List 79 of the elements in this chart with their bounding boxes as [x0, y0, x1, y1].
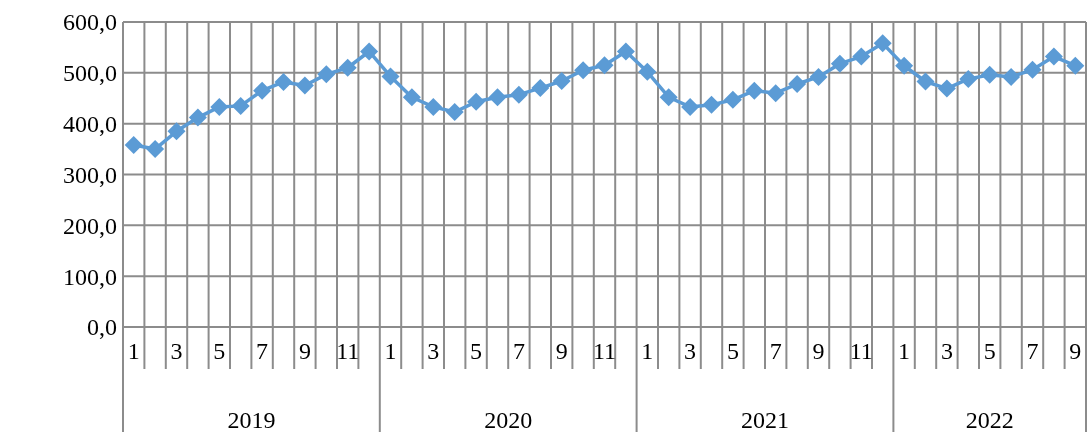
point	[916, 72, 935, 91]
point	[295, 76, 314, 95]
point	[702, 95, 721, 114]
point	[552, 71, 571, 90]
x-tick-label: 9	[298, 338, 311, 364]
x-tick-label: 3	[170, 338, 183, 364]
point	[467, 92, 486, 111]
point	[659, 88, 678, 107]
point	[253, 81, 272, 100]
x-tick-label: 3	[940, 338, 953, 364]
point	[723, 90, 742, 109]
y-tick-label: 0,0	[87, 314, 117, 341]
point	[1066, 56, 1085, 75]
point	[574, 61, 593, 80]
point	[766, 84, 785, 103]
x-tick-label: 1	[127, 338, 140, 364]
point	[852, 47, 871, 66]
text: 2021	[741, 407, 789, 432]
point	[402, 88, 421, 107]
y-tick-label: 300,0	[63, 161, 117, 188]
point	[788, 75, 807, 94]
point	[188, 108, 207, 127]
point	[745, 81, 764, 100]
point	[167, 122, 186, 141]
text: 2020	[484, 407, 533, 432]
point	[638, 62, 657, 81]
point	[381, 67, 400, 86]
point	[531, 79, 550, 98]
point	[595, 56, 614, 75]
x-tick-label: 7	[769, 338, 782, 364]
y-tick-label: 500,0	[63, 60, 117, 87]
point	[1002, 67, 1021, 86]
x-tick-label: 1	[641, 338, 654, 364]
y-tick-label: 600,0	[63, 9, 117, 36]
point	[424, 97, 443, 116]
point	[830, 54, 849, 73]
text: 2019	[227, 407, 276, 432]
x-tick-label: 5	[726, 338, 739, 364]
x-tick-label: 9	[555, 338, 568, 364]
x-tick-label: 11	[336, 338, 360, 364]
point	[873, 34, 892, 53]
point	[274, 72, 293, 91]
point	[937, 79, 956, 98]
x-tick-label: 11	[849, 338, 873, 364]
point	[445, 102, 464, 121]
text: 2022	[965, 407, 1014, 432]
point	[980, 65, 999, 84]
x-tick-label: 5	[470, 338, 483, 364]
x-tick-label: 3	[684, 338, 697, 364]
point	[616, 42, 635, 61]
x-tick-label: 5	[983, 338, 996, 364]
point	[231, 96, 250, 115]
point	[488, 88, 507, 107]
x-tick-label: 7	[256, 338, 269, 364]
x-tick-label: 11	[592, 338, 617, 364]
point	[317, 65, 336, 84]
y-tick-label: 100,0	[63, 263, 117, 290]
x-tick-label: 7	[512, 338, 525, 364]
point	[338, 58, 357, 77]
point	[146, 140, 165, 159]
y-tick-label: 200,0	[63, 212, 117, 239]
point	[681, 97, 700, 116]
point	[895, 56, 914, 75]
x-tick-label: 1	[898, 338, 911, 364]
x-tick-label: 9	[1069, 338, 1082, 364]
point	[1023, 60, 1042, 79]
x-tick-label: 7	[1026, 338, 1039, 364]
x-tick-label: 5	[213, 338, 226, 364]
point	[1044, 47, 1063, 66]
x-tick-label: 9	[812, 338, 825, 364]
x-tick-label: 3	[427, 338, 440, 364]
point	[210, 97, 229, 116]
y-tick-label: 400,0	[63, 111, 117, 138]
point	[809, 67, 828, 86]
x-tick-label: 1	[384, 338, 397, 364]
point	[360, 42, 379, 61]
point	[124, 136, 143, 155]
point	[509, 85, 528, 104]
point	[959, 69, 978, 88]
